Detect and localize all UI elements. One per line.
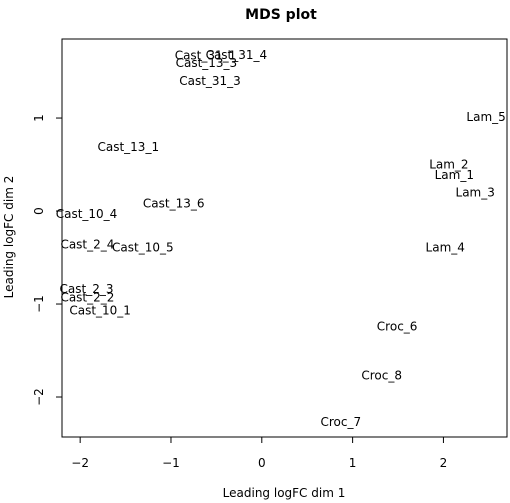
point-label: Croc_6 xyxy=(377,319,418,333)
point-label: Lam_3 xyxy=(456,185,495,199)
y-tick-label: 1 xyxy=(32,114,46,122)
y-axis-label: Leading logFC dim 2 xyxy=(2,176,16,299)
x-tick-label: −2 xyxy=(71,456,89,470)
point-label: Croc_7 xyxy=(320,415,361,429)
y-tick-label: −2 xyxy=(32,388,46,406)
point-label: Lam_2 xyxy=(429,158,468,172)
point-label: Cast_13_6 xyxy=(143,197,205,211)
plot-frame xyxy=(61,38,508,438)
point-label: Croc_8 xyxy=(361,369,402,383)
point-label: Cast_10_4 xyxy=(56,207,118,221)
point-label: Cast_13_3 xyxy=(176,56,238,70)
point-label: Cast_2_3 xyxy=(60,282,114,296)
x-tick-label: 1 xyxy=(349,456,357,470)
point-label: Cast_2_2 xyxy=(60,291,114,305)
x-axis-label: Leading logFC dim 1 xyxy=(223,486,346,500)
y-tick-label: −1 xyxy=(32,295,46,313)
point-label: Cast_2_4 xyxy=(60,238,114,252)
y-axis: −2 −1 0 1 xyxy=(32,114,63,406)
x-tick-label: 0 xyxy=(258,456,266,470)
chart-title: MDS plot xyxy=(245,7,317,23)
point-label: Lam_5 xyxy=(466,110,505,124)
point-label: Cast_31_3 xyxy=(179,74,241,88)
point-label: Cast_13_1 xyxy=(97,140,159,154)
point-label: Lam_4 xyxy=(426,240,465,254)
point-label: Cast_10_1 xyxy=(69,304,131,318)
point-label: Cast_31_4 xyxy=(206,48,268,62)
y-tick-label: 0 xyxy=(32,207,46,215)
point-label: Cast_31_1 xyxy=(175,49,237,63)
x-tick-label: 2 xyxy=(440,456,448,470)
point-label: Cast_10_5 xyxy=(112,240,174,254)
point-label: Lam_1 xyxy=(435,168,474,182)
x-tick-label: −1 xyxy=(162,456,180,470)
x-axis: −2 −1 0 1 2 xyxy=(71,436,448,470)
